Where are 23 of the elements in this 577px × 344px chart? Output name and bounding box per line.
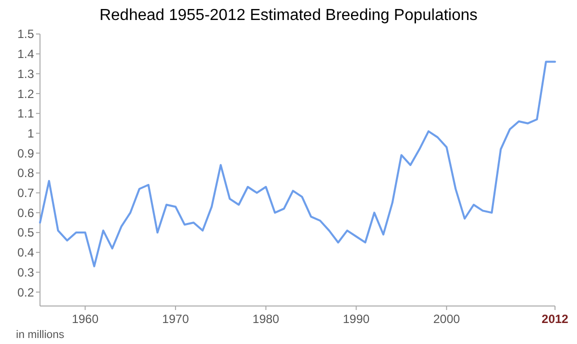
- x-tick-label: 1970: [162, 312, 190, 326]
- x-tick-label: 2012: [542, 312, 569, 326]
- y-tick-label: 1.1: [17, 106, 34, 121]
- y-tick-label: 0.6: [17, 206, 34, 220]
- y-tick-label: 0.7: [17, 186, 34, 200]
- text: in millions: [16, 329, 65, 341]
- line-series: [39, 60, 556, 268]
- y-tick-label: 1.4: [17, 47, 34, 62]
- y-tick-label: 0.3: [17, 265, 34, 280]
- y-tick-label: 1.3: [17, 66, 34, 81]
- y-tick-label: 0.5: [17, 226, 34, 240]
- x-tick-label: 2000: [433, 312, 460, 326]
- y-tick-label: 0.4: [17, 246, 34, 260]
- chart-title: Redhead 1955-2012 Estimated Breeding Populations: [99, 7, 478, 24]
- x-tick-label: 1960: [72, 312, 99, 326]
- y-tick-label: 0.2: [17, 285, 34, 300]
- x-tick-label: 1990: [342, 312, 370, 326]
- y-tick-label: 0.8: [17, 166, 34, 180]
- y-tick-label: 1.5: [17, 27, 34, 42]
- x-tick-label: 1980: [252, 312, 280, 326]
- y-tick-label: 1.2: [17, 86, 34, 101]
- y-tick-label: 1: [27, 126, 34, 140]
- y-tick-label: 0.9: [17, 146, 34, 160]
